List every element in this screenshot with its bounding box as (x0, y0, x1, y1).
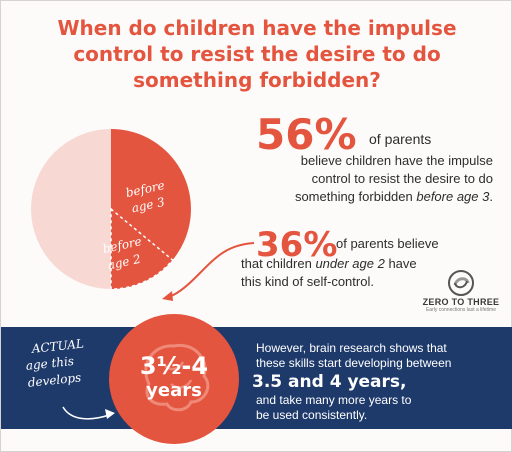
research-line4: be used consistently. (256, 408, 368, 422)
stat-56-emphasis: before age 3 (416, 189, 490, 204)
research-line3: and take many more years to (256, 393, 412, 407)
pie-chart: before age 3 before age 2 (31, 129, 191, 289)
age-unit: years (146, 380, 202, 401)
title-line-3: something forbidden? (133, 68, 381, 92)
stat-56-number: 56% (256, 110, 357, 159)
stat-36-number: 36% (256, 225, 338, 265)
stat-56-line3-end: . (489, 189, 493, 204)
research-text: However, brain research shows that these… (252, 341, 506, 423)
stat-56-body: believe children have the impulse contro… (243, 152, 493, 206)
stat-36-line1-text: that children (241, 256, 316, 271)
stat-36-line2: this kind of self-control. (241, 274, 374, 289)
stat-56-line3-text: something forbidden (294, 189, 417, 204)
arrow-icon (162, 242, 255, 301)
research-highlight: 3.5 and 4 years, (252, 372, 407, 392)
logo-swirl-icon (448, 270, 474, 296)
title-line-1: When do children have the impulse (57, 16, 457, 40)
stat-36-line1-end: have (384, 256, 417, 271)
pie-slice-before-age-2 (110, 207, 174, 289)
stat-56-lead: of parents (369, 131, 432, 147)
research-line1: However, brain research shows that (256, 341, 447, 355)
logo-tagline: Early connections last a lifetime (425, 307, 497, 313)
pie-slice-before-age-3 (111, 129, 191, 260)
stat-36-lead: of parents believe (336, 236, 439, 251)
pie-label-age-2-line2: age 2 (106, 252, 142, 273)
stat-56-line1: believe children have the impulse (300, 153, 493, 168)
age-value: 3½-4 (139, 352, 209, 380)
research-band (1, 327, 512, 429)
page-title: When do children have the impulse contro… (19, 15, 495, 93)
stat-36-body: that children under age 2 have this kind… (241, 255, 451, 291)
stat-36-line1: that children under age 2 have (241, 255, 451, 273)
pointer-arrow-icon (62, 406, 115, 420)
pie-label-age-3-line2: age 3 (130, 195, 166, 216)
age-circle (109, 314, 239, 444)
research-line2: these skills start developing between (256, 356, 452, 370)
title-line-2: control to resist the desire to do (73, 42, 441, 66)
logo-text: ZERO TO THREE (422, 297, 500, 307)
stat-36-emphasis: under age 2 (315, 256, 385, 271)
brain-icon (144, 343, 210, 412)
stat-56-line2: control to resist the desire to do (311, 171, 493, 186)
stat-56-line3: something forbidden before age 3. (243, 188, 493, 206)
zero-to-three-logo: ZERO TO THREE Early connections last a l… (419, 269, 503, 313)
